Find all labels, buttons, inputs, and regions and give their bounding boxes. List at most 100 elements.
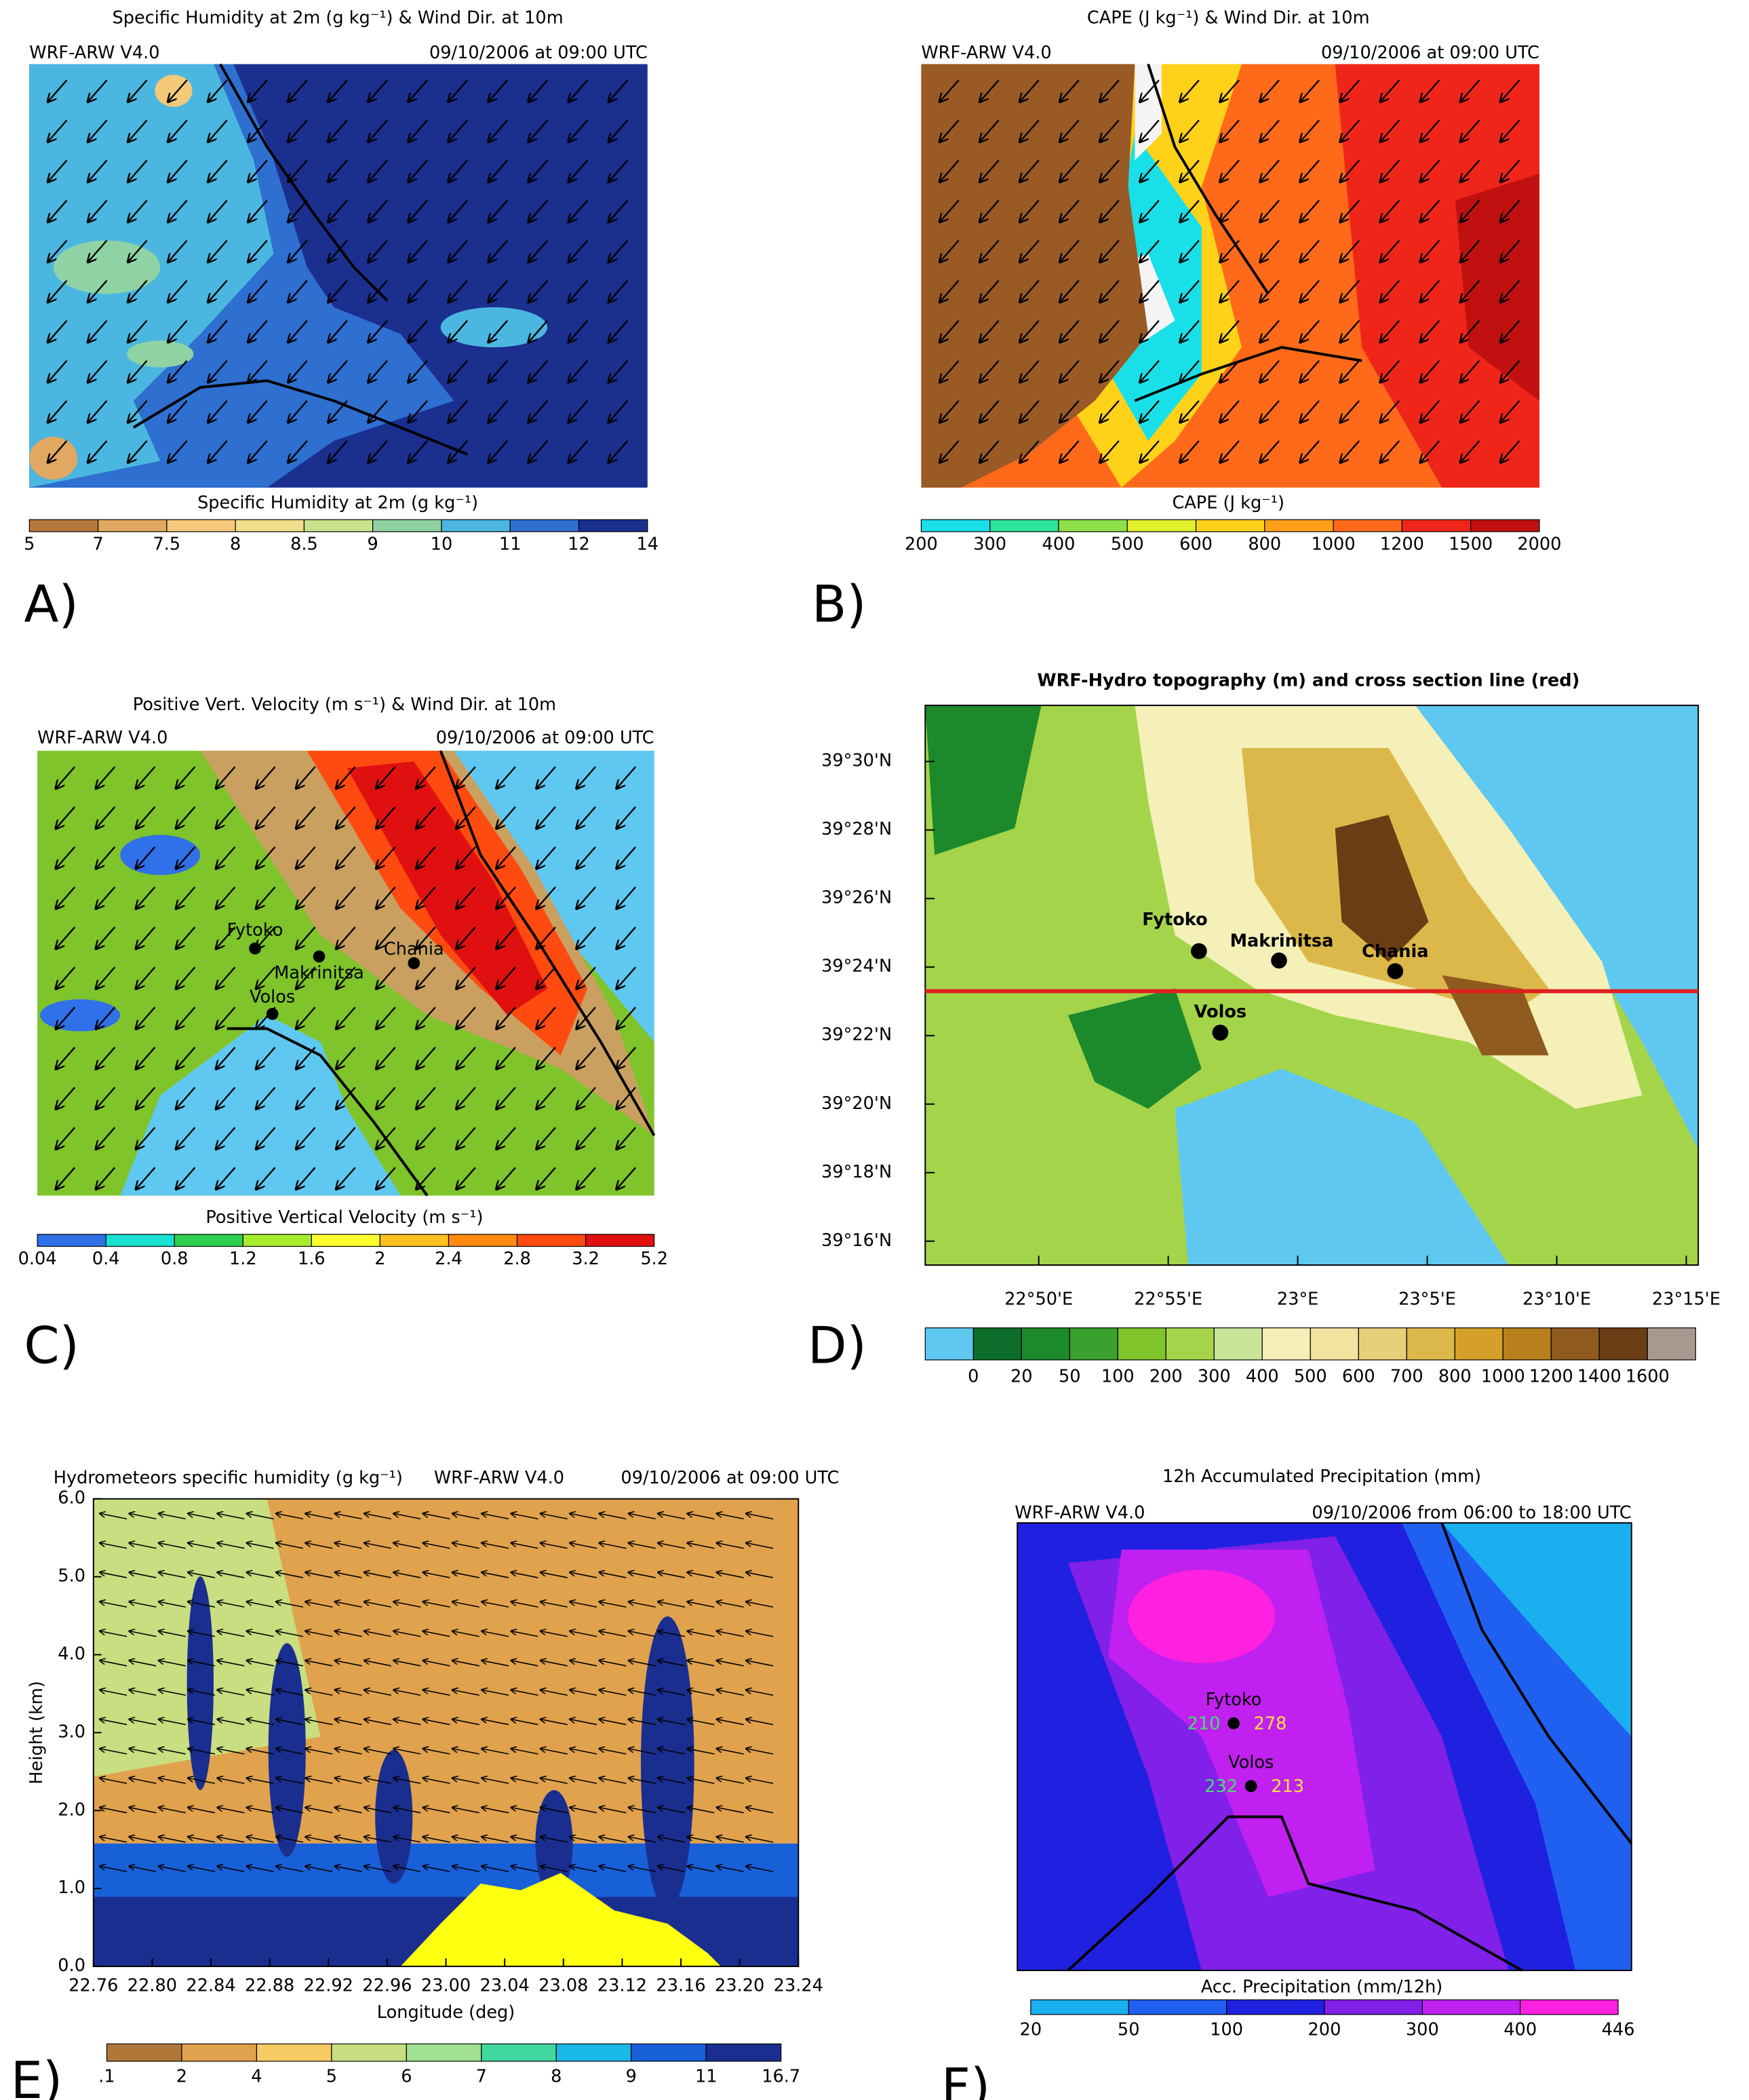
colorbar-label: 50	[1118, 2020, 1140, 2040]
wind-arrow	[617, 1127, 636, 1149]
wind-arrow	[306, 1543, 333, 1549]
wind-arrow	[1180, 79, 1200, 102]
panel-letter: B)	[812, 575, 867, 634]
wind-arrow	[600, 1572, 627, 1578]
wind-arrow	[364, 1837, 391, 1843]
wind-arrow	[529, 319, 549, 343]
colorbar-box	[481, 2043, 557, 2062]
map-b	[921, 63, 1539, 488]
wind-arrow	[569, 319, 589, 343]
wind-arrow	[248, 319, 268, 343]
wind-arrow	[452, 1513, 479, 1520]
colorbar-box	[1550, 1327, 1600, 1361]
wind-arrow	[448, 159, 468, 182]
wind-arrow	[1461, 79, 1480, 102]
wind-arrow	[747, 1778, 774, 1785]
model-label: WRF-ARW V4.0	[434, 1468, 564, 1488]
wind-arrow	[617, 766, 636, 788]
wind-arrow	[1100, 279, 1120, 303]
wind-arrow	[247, 1690, 274, 1696]
place-marker	[266, 1007, 279, 1020]
wind-arrow	[168, 159, 188, 182]
wind-arrow	[717, 1778, 744, 1785]
wind-arrow	[1421, 400, 1440, 423]
wind-arrow	[1260, 159, 1280, 182]
colorbar-label: 2.4	[435, 1249, 463, 1269]
colorbar-label: 50	[1059, 1367, 1081, 1387]
wind-arrow	[1341, 440, 1360, 463]
wind-arrow	[456, 967, 476, 989]
wind-arrow	[1180, 440, 1200, 463]
wind-arrow	[609, 239, 629, 262]
x-tick-label: 23.24	[774, 1976, 823, 1996]
wind-arrow	[136, 1007, 156, 1029]
wind-arrow	[617, 967, 636, 989]
x-tick-label: 23.12	[597, 1976, 647, 1996]
wind-arrow	[496, 1007, 516, 1029]
wind-arrow	[1260, 319, 1280, 343]
wind-arrow	[659, 1778, 686, 1785]
wind-arrow	[364, 1631, 391, 1637]
wind-arrow	[1381, 400, 1400, 423]
wind-arrow	[306, 1808, 333, 1814]
wind-arrow	[541, 1866, 568, 1872]
wind-arrow	[394, 1601, 421, 1608]
colorbar-box	[1324, 1999, 1423, 2015]
wind-arrow	[368, 279, 388, 303]
wind-arrow	[306, 1631, 333, 1637]
wind-arrow	[88, 359, 108, 383]
wind-arrow	[56, 1047, 76, 1069]
wind-arrow	[482, 1719, 509, 1726]
wind-arrow	[1301, 199, 1320, 222]
wind-arrow	[277, 1543, 304, 1549]
wind-arrow	[1381, 199, 1400, 222]
x-axis-label: Longitude (deg)	[377, 2002, 515, 2023]
panel-letter: F)	[941, 2058, 990, 2100]
wind-arrow	[482, 1866, 509, 1872]
wind-arrow	[688, 1690, 715, 1696]
wind-arrow	[256, 806, 276, 829]
wind-arrow	[277, 1631, 304, 1637]
model-label: WRF-ARW V4.0	[921, 43, 1051, 63]
wind-arrow	[980, 279, 1000, 303]
wind-arrow	[394, 1660, 421, 1667]
wind-arrow	[489, 119, 508, 142]
wind-arrow	[489, 440, 508, 463]
wind-arrow	[1140, 440, 1160, 463]
wind-arrow	[747, 1513, 774, 1520]
wind-arrow	[570, 1866, 597, 1872]
wind-arrow	[88, 79, 108, 102]
wind-arrow	[408, 79, 428, 102]
wind-arrow	[1461, 359, 1480, 383]
wind-arrow	[208, 279, 228, 303]
wind-arrow	[288, 239, 308, 262]
wind-arrow	[376, 1007, 396, 1029]
wind-arrow	[659, 1572, 686, 1578]
wind-arrow	[541, 1837, 568, 1843]
wind-arrow	[536, 927, 556, 949]
wind-arrow	[368, 239, 388, 262]
wind-arrow	[529, 279, 549, 303]
wind-arrow	[335, 1543, 362, 1549]
place-name: Chania	[384, 939, 444, 959]
wind-arrow	[306, 1749, 333, 1755]
colorbar-label: 400	[1042, 534, 1076, 555]
wind-arrow	[1301, 359, 1320, 383]
wind-arrow	[659, 1513, 686, 1520]
wind-arrow	[482, 1601, 509, 1608]
wind-arrow	[376, 846, 396, 869]
wind-arrow	[940, 119, 960, 142]
wind-arrow	[128, 440, 148, 463]
colorbar-label: 200	[1308, 2020, 1341, 2040]
wind-arrow	[368, 159, 388, 182]
wind-arrow	[247, 1513, 274, 1520]
wind-arrow	[328, 159, 348, 182]
colorbar-box	[1333, 519, 1402, 532]
wind-arrow	[256, 886, 276, 909]
wind-arrow	[416, 967, 436, 989]
wind-arrow	[452, 1690, 479, 1696]
wind-arrow	[688, 1778, 715, 1785]
wind-arrow	[136, 846, 156, 869]
wind-arrow	[536, 1047, 556, 1069]
wind-arrow	[496, 1127, 516, 1149]
